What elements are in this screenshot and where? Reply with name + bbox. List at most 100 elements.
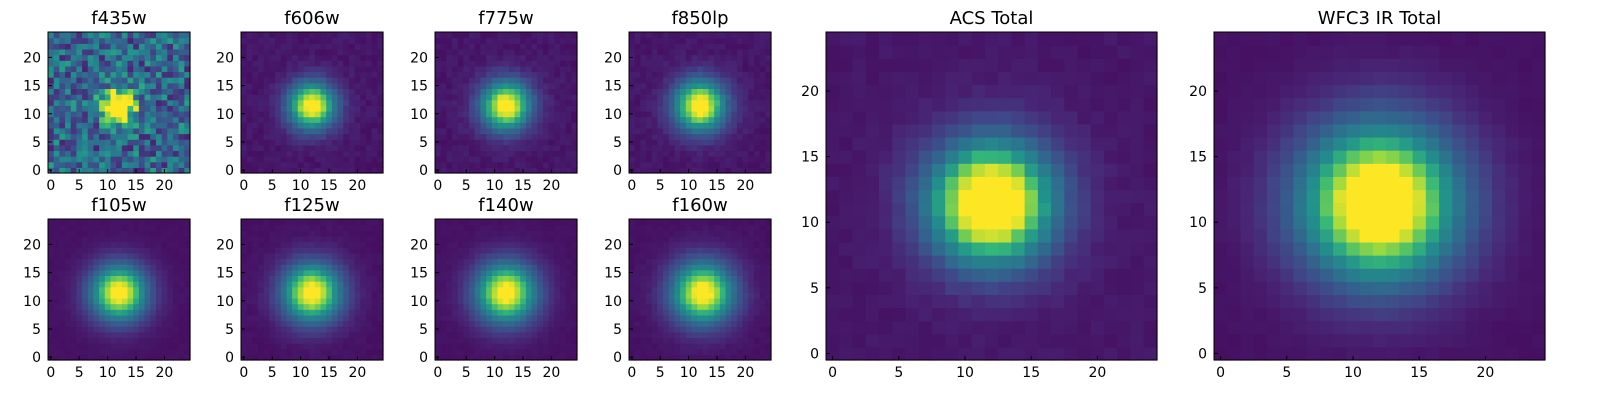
heatmap-cell [343, 297, 350, 305]
heatmap-cell [548, 264, 555, 271]
heatmap-cell [759, 161, 766, 168]
heatmap-cell [133, 48, 140, 56]
heatmap-cell [474, 303, 482, 310]
heatmap-cell [286, 275, 293, 282]
heatmap-cell [138, 167, 146, 174]
heatmap-cell [674, 286, 681, 293]
heatmap-cell [326, 269, 333, 276]
heatmap-cell [326, 219, 333, 226]
heatmap-cell [753, 110, 761, 118]
heatmap-cell [440, 54, 447, 61]
heatmap-cell [48, 116, 55, 123]
heatmap-cell [150, 337, 157, 344]
heatmap-cell [354, 303, 361, 310]
heatmap-cell [571, 32, 578, 39]
heatmap-cell [280, 71, 288, 78]
heatmap-cell [697, 37, 704, 44]
heatmap-cell [309, 258, 316, 265]
heatmap-cell [343, 116, 350, 123]
heatmap-cell [491, 150, 499, 157]
heatmap-cell [161, 82, 168, 89]
heatmap-cell [446, 139, 453, 146]
heatmap-cell [548, 286, 555, 293]
heatmap-cell [651, 156, 658, 163]
heatmap-cell [548, 116, 555, 123]
heatmap-cell [702, 54, 710, 61]
heatmap-cell [508, 247, 516, 254]
heatmap-cell [725, 275, 732, 282]
heatmap-cell [565, 331, 572, 339]
heatmap-cell [537, 60, 544, 67]
heatmap-cell [691, 88, 698, 95]
heatmap-cell [360, 331, 367, 339]
heatmap-cell [184, 43, 191, 50]
heatmap-cell [759, 331, 766, 339]
heatmap-cell [87, 326, 95, 333]
heatmap-cell [144, 337, 151, 344]
heatmap-cell [303, 309, 310, 316]
heatmap-cell [93, 99, 100, 106]
heatmap-cell [748, 99, 755, 106]
heatmap-cell [155, 77, 163, 84]
heatmap-cell [457, 281, 464, 288]
heatmap-cell [127, 48, 134, 56]
heatmap-cell [435, 32, 442, 39]
heatmap-cell [258, 144, 265, 152]
heatmap-cell [435, 337, 442, 344]
heatmap-cell [525, 71, 533, 78]
heatmap-cell [133, 275, 140, 282]
heatmap-cell [525, 354, 533, 361]
heatmap-cell [286, 264, 293, 271]
heatmap-cell [99, 337, 106, 344]
heatmap-cell [167, 77, 174, 84]
heatmap-cell [474, 309, 482, 316]
heatmap-cell [554, 60, 561, 67]
x-tick-label: 10 [486, 178, 504, 194]
heatmap-cell [559, 297, 567, 305]
heatmap-cell [714, 99, 721, 106]
heatmap-cell [292, 122, 299, 129]
heatmap-cell [365, 326, 373, 333]
heatmap-cell [742, 156, 749, 163]
heatmap-cell [680, 77, 687, 84]
heatmap-cell [525, 331, 533, 339]
heatmap-cell [104, 127, 112, 135]
heatmap-cell [663, 32, 670, 39]
heatmap-cell [104, 161, 112, 168]
heatmap-cell [759, 77, 766, 84]
heatmap-cell [371, 286, 378, 293]
heatmap-cell [480, 156, 487, 163]
heatmap-cell [314, 116, 322, 123]
heatmap-cell [138, 150, 146, 157]
heatmap-cell [138, 144, 146, 152]
heatmap-cell [331, 71, 339, 78]
heatmap-cell [742, 60, 749, 67]
heatmap-cell [629, 94, 636, 101]
heatmap-cell [314, 354, 322, 361]
heatmap-cell [714, 144, 721, 152]
heatmap-cell [48, 133, 55, 140]
heatmap-cell [668, 37, 676, 44]
heatmap-cell [59, 241, 66, 248]
heatmap-cell [765, 139, 772, 146]
heatmap-cell [646, 286, 653, 293]
heatmap-cell [354, 94, 361, 101]
heatmap-cell [457, 297, 464, 305]
heatmap-cell [435, 156, 442, 163]
heatmap-cell [680, 65, 687, 73]
heatmap-cell [486, 252, 493, 260]
heatmap-cell [377, 314, 384, 322]
heatmap-cell [719, 303, 727, 310]
heatmap-cell [70, 105, 77, 112]
heatmap-cell [167, 264, 174, 271]
axes-frame [240, 218, 384, 361]
heatmap-cell [241, 292, 248, 299]
heatmap-cell [82, 292, 89, 299]
heatmap-cell [691, 326, 698, 333]
heatmap-cell [537, 71, 544, 78]
heatmap-cell [674, 292, 681, 299]
heatmap-cell [371, 264, 378, 271]
heatmap-cell [691, 116, 698, 123]
heatmap-cell [246, 65, 253, 73]
heatmap-cell [725, 133, 732, 140]
